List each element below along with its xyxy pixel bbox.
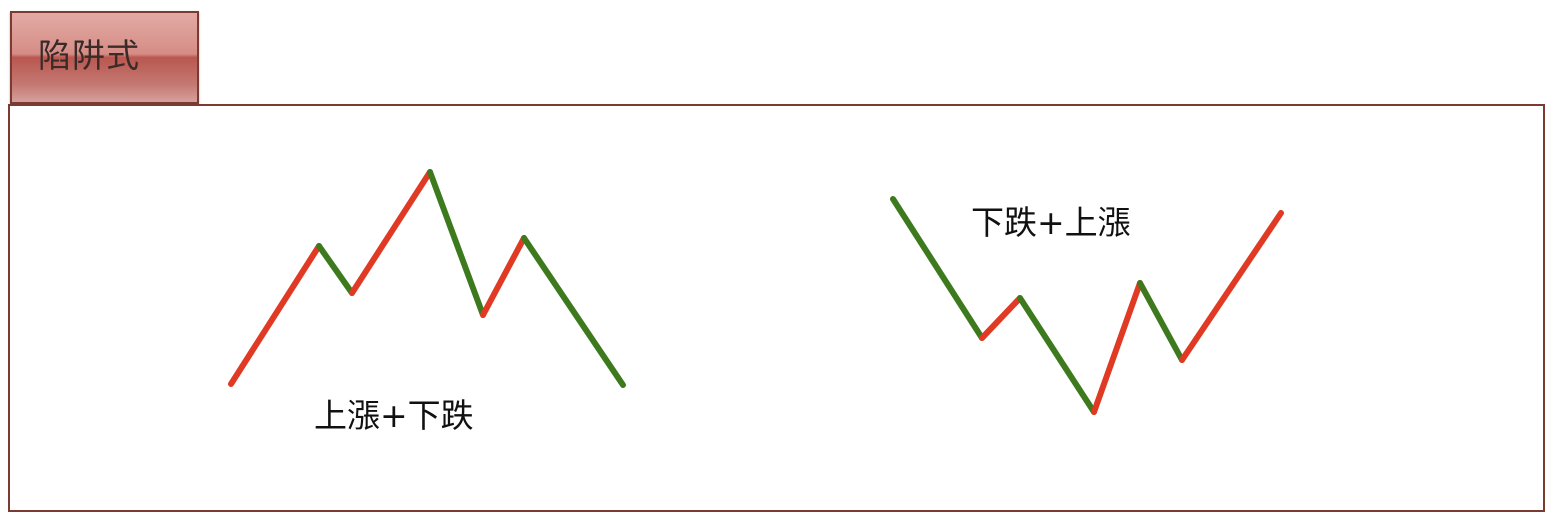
peak-segment-3-up (349, 169, 433, 296)
peak-segment-5-up (480, 235, 527, 318)
peak-segment-2-down (316, 243, 355, 296)
diagram-panel (8, 104, 1545, 512)
valley-segment-5-down (1137, 280, 1185, 363)
peak-segment-1-up (228, 243, 322, 387)
valley-pattern (890, 196, 1284, 415)
peak-pattern (228, 169, 626, 388)
peak-pattern-label: 上漲+下跌 (314, 396, 474, 435)
title-tab: 陷阱式 (10, 11, 199, 104)
page-title: 陷阱式 (38, 36, 140, 75)
peak-segment-4-down (427, 169, 486, 318)
valley-segment-2-up (979, 295, 1023, 341)
valley-segment-3-down (1017, 295, 1097, 415)
peak-segment-6-down (521, 235, 626, 388)
valley-pattern-label: 下跌+上漲 (971, 203, 1131, 242)
valley-segment-4-up (1091, 280, 1143, 415)
valley-segment-6-up (1179, 210, 1284, 363)
valley-segment-1-down (890, 196, 985, 341)
